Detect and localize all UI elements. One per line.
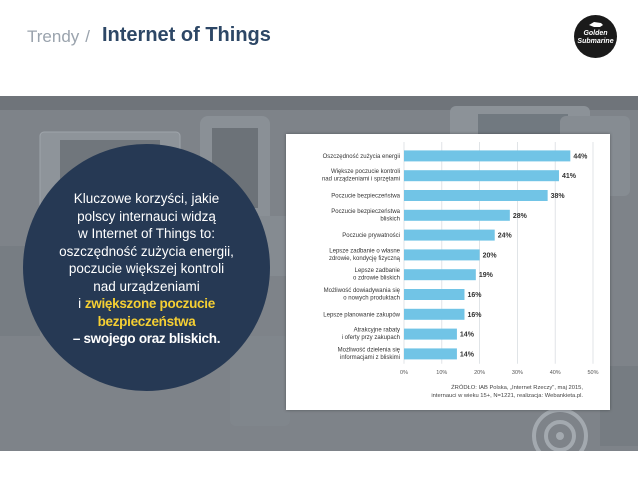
callout-line: w Internet of Things to: (77, 226, 216, 241)
callout-line: oszczędność zużycia energii, (59, 243, 234, 259)
bar (404, 170, 559, 182)
category-label: Lepsze planowanie zakupów (323, 312, 400, 318)
category-label: informacjami z bliskimi (340, 355, 400, 361)
breadcrumb: Trendy / (27, 27, 96, 47)
source-note: ŹRÓDŁO: IAB Polska, „Internet Rzeczy", m… (451, 384, 583, 391)
bar (404, 190, 548, 201)
category-label: Możliwość dowiadywania się (324, 288, 401, 294)
value-label: 38% (551, 193, 566, 200)
callout-circle (23, 144, 270, 391)
x-tick-label: 0% (400, 370, 408, 376)
callout-highlight: bezpieczeństwa (97, 313, 196, 329)
value-label: 44% (573, 153, 588, 160)
category-label: Poczucie bezpieczeństwa (331, 194, 400, 200)
golden-submarine-logo: Golden Submarine (574, 15, 617, 58)
benefits-bar-chart: 0% 10% 20% 30% 40% 50% Oszczędność zużycia ene… (322, 142, 599, 399)
callout-highlight: – swojego oraz bliskich. (72, 331, 221, 346)
callout-text: Kluczowe korzyści, jakie polscy internau… (35, 190, 258, 348)
bar (404, 328, 457, 340)
value-label: 16% (467, 312, 482, 319)
value-label: 20% (483, 252, 498, 259)
callout-line: poczucie większej kontroli (68, 261, 225, 276)
category-label: Lepsze zadbanie o własne (329, 248, 400, 254)
category-label: Możliwość dzielenia się (338, 347, 401, 353)
category-label: nad urządzeniami i sprzętami (322, 177, 400, 183)
category-label: Poczucie bezpieczeństwa (331, 209, 400, 215)
value-label: 16% (467, 292, 482, 299)
category-label: Poczucie prywatności (342, 233, 400, 239)
value-label: 41% (562, 173, 577, 180)
survey-chart-card: 0% 10% 20% 30% 40% 50% Oszczędność zużycia ene… (286, 134, 610, 410)
bar (404, 249, 480, 261)
breadcrumb-item[interactable]: Trendy (27, 27, 80, 46)
bar (404, 269, 476, 281)
header: Trendy / Internet of Things Golden Submar… (0, 0, 638, 80)
value-label: 19% (479, 272, 494, 279)
callout-highlight: zwiększone poczucie (84, 296, 215, 311)
bar (404, 150, 571, 162)
logo-text-golden: Golden (583, 30, 608, 37)
bar (404, 209, 510, 221)
x-tick-label: 30% (512, 370, 523, 376)
x-tick-label: 10% (436, 370, 447, 376)
category-label: o nowych produktach (343, 296, 400, 302)
category-label: o zdrowie bliskich (353, 276, 400, 282)
category-label: Większe poczucie kontroli (331, 169, 400, 175)
callout-line: nad urządzeniami (93, 278, 200, 294)
x-tick-label: 40% (550, 370, 561, 376)
category-label: Atrakcyjne rabaty (354, 328, 400, 334)
value-label: 28% (513, 213, 528, 220)
x-tick-label: 50% (587, 370, 598, 376)
category-label: bliskich (380, 216, 400, 222)
bar (404, 308, 465, 320)
breadcrumb-separator: / (85, 27, 91, 46)
value-label: 14% (460, 351, 475, 358)
logo-text-submarine: Submarine (577, 38, 614, 45)
bar (404, 289, 465, 300)
callout-prefix: i (78, 296, 85, 311)
category-label: Lepsze zadbanie (355, 268, 401, 274)
bar (404, 229, 495, 241)
source-note: internauci w wieku 15+, N=1221, realizac… (431, 393, 583, 399)
value-label: 14% (460, 332, 475, 339)
value-label: 24% (498, 233, 513, 240)
page-title: Internet of Things (102, 24, 271, 46)
category-label: i oferty przy zakupach (342, 335, 400, 341)
category-label: Oszczędność zużycia energii (323, 154, 400, 160)
category-label: zdrowie, kondycję fizyczną (329, 256, 401, 262)
callout-line: polscy internauci widzą (77, 208, 216, 224)
callout-line-highlight: i zwiększone poczucie (35, 295, 258, 313)
bar (404, 348, 457, 360)
submarine-icon (589, 22, 603, 27)
callout-line: Kluczowe korzyści, jakie (73, 191, 220, 206)
x-tick-label: 20% (474, 370, 485, 376)
